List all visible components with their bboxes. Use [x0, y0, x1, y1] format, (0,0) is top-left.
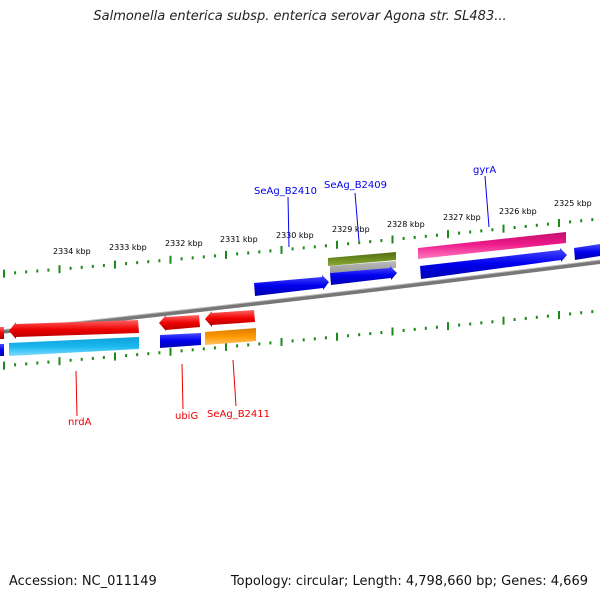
cds-arrow-nrdA[interactable]	[9, 320, 139, 339]
ruler-label: 2330 kbp	[276, 231, 314, 240]
gene-label-SeAg_B2411[interactable]: SeAg_B2411	[207, 409, 270, 420]
cds-arrow-SeAg_B2409[interactable]	[330, 266, 397, 285]
ruler-label: 2333 kbp	[109, 243, 147, 252]
cds-arrow-next[interactable]	[574, 244, 600, 260]
genome-summary-text: Topology: circular; Length: 4,798,660 bp…	[230, 574, 588, 589]
nrdA-feature-bar[interactable]	[9, 337, 139, 356]
forward-cds-track	[254, 244, 600, 296]
label-leader	[484, 175, 490, 228]
label-leader	[287, 196, 290, 248]
gyrA-feature-bar[interactable]	[418, 232, 566, 259]
ruler-label: 2329 kbp	[332, 225, 370, 234]
forward-gene-labels: SeAg_B2410 SeAg_B2409 gyrA	[254, 165, 496, 248]
olive-feature-bar[interactable]	[328, 252, 396, 266]
cds-arrow-left-edge[interactable]	[0, 327, 4, 339]
gene-label-SeAg_B2409[interactable]: SeAg_B2409	[324, 180, 387, 191]
reverse-gene-labels: nrdA ubiG SeAg_B2411	[68, 359, 270, 428]
cds-arrow-gyrA[interactable]	[420, 248, 567, 279]
forward-feature-track	[328, 232, 566, 273]
label-leader	[354, 192, 360, 242]
ruler-label: 2334 kbp	[53, 247, 91, 256]
gene-label-gyrA[interactable]: gyrA	[473, 165, 496, 176]
ubiG-feature-bar[interactable]	[160, 333, 201, 348]
ruler-labels: 2334 kbp 2333 kbp 2332 kbp 2331 kbp 2330…	[53, 199, 592, 256]
gene-label-ubiG[interactable]: ubiG	[175, 411, 198, 422]
label-leader	[181, 363, 184, 410]
reverse-feature-track	[0, 328, 256, 356]
cds-arrow-SeAg_B2411[interactable]	[205, 310, 255, 327]
gray-feature-bar[interactable]	[330, 261, 396, 273]
cds-arrow-SeAg_B2410[interactable]	[254, 275, 329, 296]
cds-arrow-ubiG[interactable]	[159, 315, 200, 331]
gene-label-SeAg_B2410[interactable]: SeAg_B2410	[254, 186, 317, 197]
gene-label-nrdA[interactable]: nrdA	[68, 417, 92, 428]
feature-bar-left-edge[interactable]	[0, 344, 4, 356]
accession-text: Accession: NC_011149	[9, 574, 157, 589]
ruler-label: 2325 kbp	[554, 199, 592, 208]
SeAg_B2411-feature-bar[interactable]	[205, 328, 256, 345]
genome-title: Salmonella enterica subsp. enterica sero…	[93, 9, 507, 24]
ruler-label: 2327 kbp	[443, 213, 481, 222]
label-leader	[232, 359, 237, 407]
ruler-label: 2326 kbp	[499, 207, 537, 216]
genome-backbone-highlight	[0, 259, 600, 331]
label-leader	[75, 370, 78, 417]
ruler-label: 2328 kbp	[387, 220, 425, 229]
inner-tick-track	[3, 310, 594, 370]
outer-tick-track	[3, 218, 594, 278]
ruler-label: 2331 kbp	[220, 235, 258, 244]
reverse-cds-track	[0, 310, 255, 339]
ruler-label: 2332 kbp	[165, 239, 203, 248]
